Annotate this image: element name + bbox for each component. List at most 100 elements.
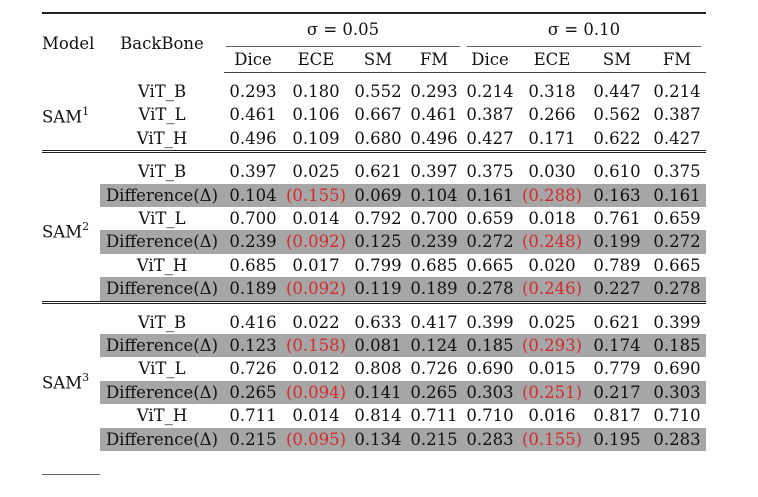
backbone-cell: ViT_L [138, 359, 186, 379]
value-cell: 0.174 [586, 334, 648, 358]
backbone-cell: Difference(Δ) [100, 183, 224, 208]
value-cell: 0.680 [354, 128, 402, 148]
value-cell: 0.185 [648, 334, 706, 358]
value-cell: 0.562 [593, 105, 641, 125]
value-cell: 0.318 [528, 82, 576, 101]
value-cell: 0.109 [292, 128, 340, 148]
value-cell: 0.189 [224, 277, 282, 303]
difference-row: Difference(Δ) 0.189 (0.092) 0.119 0.189 0.278… [42, 277, 706, 303]
value-cell: 0.293 [229, 82, 277, 101]
value-cell: 0.239 [406, 230, 462, 254]
value-cell: 0.303 [462, 380, 518, 405]
value-cell: 0.161 [462, 183, 518, 208]
value-cell: 0.134 [350, 427, 406, 452]
model-superscript: 1 [82, 105, 90, 119]
value-cell: 0.399 [466, 312, 514, 332]
column-header-fm: FM [648, 47, 706, 73]
value-cell: 0.461 [410, 105, 458, 125]
value-cell: 0.125 [350, 230, 406, 254]
value-cell: 0.123 [224, 334, 282, 358]
value-cell: 0.022 [292, 312, 340, 332]
value-cell: 0.710 [466, 406, 514, 426]
value-cell: 0.185 [462, 334, 518, 358]
value-cell: 0.278 [462, 277, 518, 303]
value-cell: 0.215 [224, 427, 282, 452]
table-row: ViT_L 0.700 0.014 0.792 0.700 0.659 0.018 0.761… [42, 207, 706, 230]
value-cell: 0.239 [224, 230, 282, 254]
value-cell: 0.265 [224, 380, 282, 405]
backbone-cell: ViT_B [137, 82, 187, 101]
value-cell: 0.199 [586, 230, 648, 254]
value-cell: 0.700 [229, 209, 277, 229]
value-cell: 0.792 [354, 209, 402, 229]
header-model: Model [42, 12, 100, 73]
model-superscript: 3 [82, 370, 90, 384]
value-cell: (0.095) [282, 427, 350, 452]
value-cell: 0.018 [528, 209, 576, 229]
value-cell: 0.496 [229, 128, 277, 148]
column-header-dice: Dice [462, 47, 518, 73]
column-header-fm: FM [406, 47, 462, 73]
value-cell: 0.397 [410, 162, 458, 182]
value-cell: 0.690 [466, 359, 514, 379]
table-row: ViT_L 0.726 0.012 0.808 0.726 0.690 0.015 0.779… [42, 357, 706, 380]
value-cell: 0.227 [586, 277, 648, 303]
table-row: SAM3 ViT_B 0.416 0.022 0.633 0.417 0.399 0.025 0… [42, 311, 706, 393]
model-name: SAM1 [42, 80, 100, 152]
backbone-cell: ViT_L [138, 209, 186, 229]
value-cell: (0.293) [518, 334, 586, 358]
difference-row: Difference(Δ) 0.104 (0.155) 0.069 0.104 0.161… [42, 183, 706, 208]
header-backbone: BackBone [100, 12, 224, 73]
value-cell: 0.387 [466, 105, 514, 125]
backbone-cell: ViT_H [136, 406, 188, 426]
value-cell: (0.155) [282, 183, 350, 208]
model-name: SAM2 [42, 160, 100, 302]
value-cell: 0.685 [410, 255, 458, 275]
value-cell: 0.025 [528, 312, 576, 332]
value-cell: 0.399 [653, 312, 701, 332]
results-table: Model BackBone σ = 0.05 σ = 0.10 Dice ECE… [42, 12, 706, 452]
value-cell: 0.659 [466, 209, 514, 229]
value-cell: 0.025 [292, 162, 340, 182]
value-cell: 0.020 [528, 255, 576, 275]
difference-row: Difference(Δ) 0.265 (0.094) 0.141 0.265 0.303… [42, 380, 706, 405]
model-label: SAM [42, 222, 83, 242]
bottom-rule [42, 474, 100, 475]
value-cell: 0.030 [528, 162, 576, 182]
backbone-cell: Difference(Δ) [100, 427, 224, 452]
value-cell: 0.017 [292, 255, 340, 275]
table-row: ViT_H 0.711 0.014 0.814 0.711 0.710 0.016 0.817… [42, 404, 706, 427]
value-cell: 0.621 [354, 162, 402, 182]
value-cell: 0.621 [593, 312, 641, 332]
value-cell: 0.667 [354, 105, 402, 125]
table-row: SAM1 ViT_B 0.293 0.180 0.552 0.293 0.214 0.318 0… [42, 80, 706, 127]
model-superscript: 2 [82, 220, 90, 234]
value-cell: 0.387 [653, 105, 701, 125]
group-separator [42, 150, 706, 161]
value-cell: 0.447 [593, 82, 641, 101]
backbone-cell: Difference(Δ) [100, 380, 224, 405]
value-cell: 0.180 [292, 82, 340, 101]
value-cell: 0.278 [648, 277, 706, 303]
results-table-container: Model BackBone σ = 0.05 σ = 0.10 Dice ECE… [42, 12, 706, 452]
value-cell: 0.665 [653, 255, 701, 275]
value-cell: 0.014 [292, 209, 340, 229]
value-cell: (0.251) [518, 380, 586, 405]
value-cell: (0.094) [282, 380, 350, 405]
model-name: SAM3 [42, 311, 100, 451]
value-cell: 0.711 [410, 406, 458, 426]
value-cell: 0.761 [593, 209, 641, 229]
backbone-cell: Difference(Δ) [100, 277, 224, 303]
value-cell: 0.496 [410, 128, 458, 148]
value-cell: 0.779 [593, 359, 641, 379]
column-header-sm: SM [350, 47, 406, 73]
value-cell: 0.119 [350, 277, 406, 303]
value-cell: 0.690 [653, 359, 701, 379]
value-cell: 0.015 [528, 359, 576, 379]
column-header-ece: ECE [282, 47, 350, 73]
value-cell: 0.808 [354, 359, 402, 379]
value-cell: 0.417 [410, 312, 458, 332]
value-cell: (0.155) [518, 427, 586, 452]
backbone-cell: ViT_L [138, 105, 186, 125]
value-cell: 0.014 [292, 406, 340, 426]
